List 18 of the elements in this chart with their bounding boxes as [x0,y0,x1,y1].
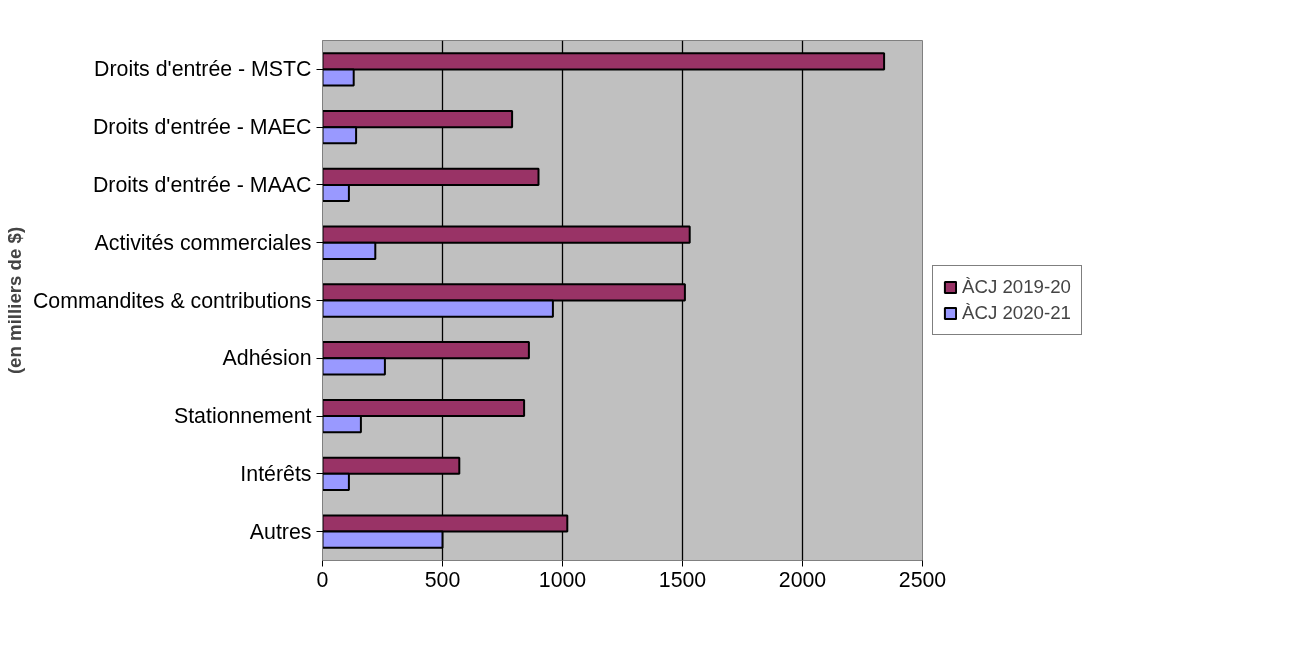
legend-label: ÀCJ 2020-21 [962,302,1071,324]
x-tick-label: 1000 [538,567,587,592]
x-tick-label: 2000 [778,567,827,592]
legend-label: ÀCJ 2019-20 [962,276,1071,298]
y-tick-label: Commandites & contributions [32,288,312,313]
y-tick-label: Droits d'entrée - MAAC [92,172,312,197]
y-tick-label: Droits d'entrée - MAEC [92,115,312,140]
y-tick-label: Autres [249,519,312,544]
y-axis-title: (en milliers de $) [3,226,25,375]
y-tick-label: Intérêts [240,461,312,486]
y-tick-label: Stationnement [173,404,312,429]
x-tick-label: 2500 [898,567,947,592]
x-tick-label: 1500 [658,567,707,592]
x-tick-label: 0 [316,567,329,592]
x-tick-label: 500 [424,567,461,592]
y-tick-label: Droits d'entrée - MSTC [94,57,312,82]
y-tick-label: Adhésion [222,346,312,371]
y-tick-label: Activités commerciales [94,230,312,255]
